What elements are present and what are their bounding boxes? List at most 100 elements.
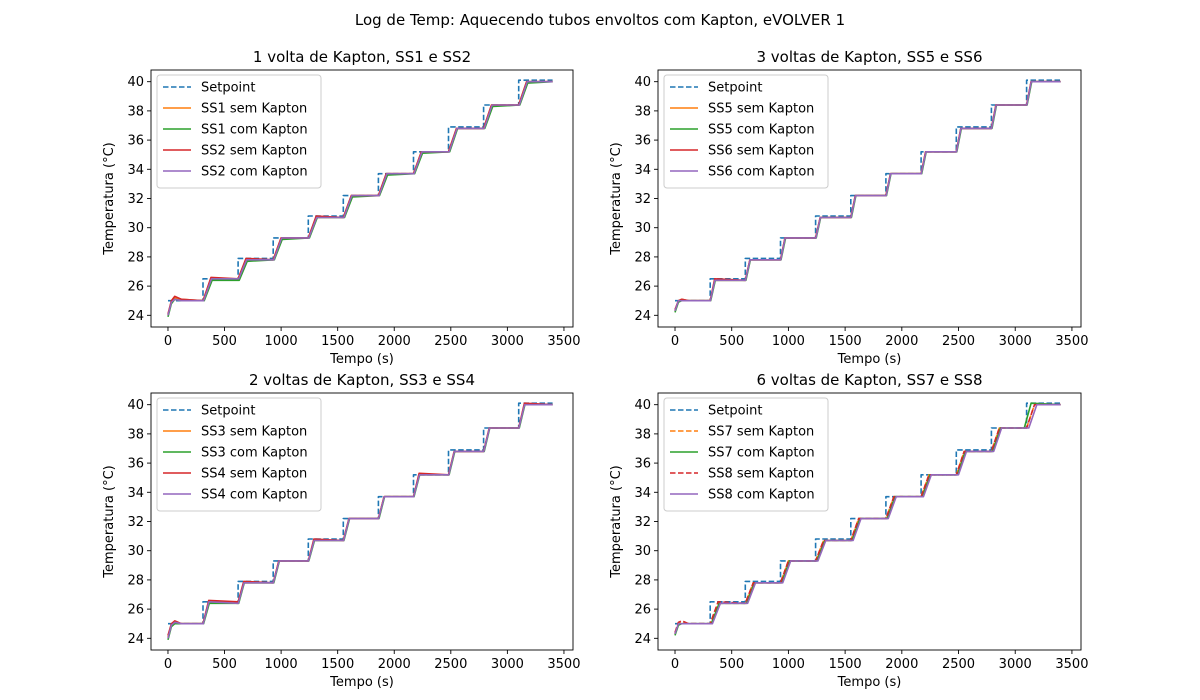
legend: Setpoint SS7 sem Kapton SS7 com Kapton SS8 …	[663, 397, 829, 512]
y-tick-label: 24	[127, 632, 144, 647]
x-tick-label: 3000	[999, 334, 1032, 349]
legend-label: SS5 sem Kapton	[708, 102, 814, 117]
legend-label: SS2 com Kapton	[201, 165, 308, 180]
y-tick-label: 28	[634, 250, 651, 265]
x-tick-label: 2000	[885, 657, 918, 672]
y-tick-label: 34	[127, 163, 144, 178]
x-axis-label: Tempo (s)	[837, 675, 902, 690]
x-tick-label: 1500	[829, 334, 862, 349]
y-tick-label: 28	[127, 250, 144, 265]
legend-label: Setpoint	[708, 404, 763, 419]
x-tick-label: 2000	[885, 334, 918, 349]
x-tick-label: 1000	[265, 657, 298, 672]
subplot-title: 1 volta de Kapton, SS1 e SS2	[253, 48, 471, 66]
x-tick-label: 0	[671, 334, 679, 349]
figure-suptitle: Log de Temp: Aquecendo tubos envoltos co…	[355, 11, 845, 29]
subplot-title: 3 voltas de Kapton, SS5 e SS6	[756, 48, 982, 66]
x-tick-label: 3000	[491, 334, 524, 349]
y-tick-label: 34	[127, 486, 144, 501]
y-tick-label: 24	[127, 309, 144, 324]
y-tick-label: 40	[634, 398, 651, 413]
y-tick-label: 32	[634, 192, 651, 207]
legend: Setpoint SS1 sem Kapton SS1 com Kapton SS2 …	[156, 74, 322, 189]
series-group	[674, 402, 1061, 636]
legend-label: SS2 sem Kapton	[201, 144, 307, 159]
x-tick-label: 1500	[829, 657, 862, 672]
legend-label: Setpoint	[201, 404, 256, 419]
y-tick-label: 28	[127, 573, 144, 588]
y-tick-label: 30	[634, 544, 651, 559]
x-tick-label: 500	[719, 334, 744, 349]
legend-label: SS4 com Kapton	[201, 488, 308, 503]
subplot-4: 0 500 1000 1500 2000 2500 3000 3500 24 26 28 30 32 34…	[609, 371, 1088, 690]
legend-label: SS1 com Kapton	[201, 123, 308, 138]
subplot-2: 0 500 1000 1500 2000 2500 3000 3500 24 26 28 30 32 34…	[609, 48, 1088, 367]
y-tick-label: 26	[127, 280, 144, 295]
y-tick-label: 28	[634, 573, 651, 588]
legend: Setpoint SS5 sem Kapton SS5 com Kapton SS6 …	[663, 74, 829, 189]
legend-label: SS3 sem Kapton	[201, 425, 307, 440]
y-tick-label: 26	[634, 280, 651, 295]
x-tick-label: 3500	[547, 334, 580, 349]
series-line-ss4-com-kapton	[167, 403, 553, 639]
legend-label: SS7 com Kapton	[708, 446, 815, 461]
y-tick-label: 38	[127, 427, 144, 442]
y-tick-label: 40	[634, 75, 651, 90]
subplot-grid: 0 500 1000 1500 2000 2500 3000 3500242628303234…	[102, 48, 1088, 690]
legend-box	[663, 397, 829, 512]
legend-box	[156, 74, 322, 189]
legend-label: Setpoint	[708, 81, 763, 96]
y-tick-label: 24	[634, 632, 651, 647]
subplot-3: 0 500 1000 1500 2000 2500 3000 3500 24 26 28 30 32 34…	[102, 371, 580, 690]
series-line-ss8-com-kapton	[674, 403, 1061, 635]
legend-label: SS1 sem Kapton	[201, 102, 307, 117]
y-tick-label: 36	[634, 134, 651, 149]
x-tick-label: 0	[671, 657, 679, 672]
legend-label: SS4 sem Kapton	[201, 467, 307, 482]
y-tick-label: 38	[127, 104, 144, 119]
legend-label: SS6 com Kapton	[708, 165, 815, 180]
y-tick-label: 32	[634, 515, 651, 530]
subplot-title: 6 voltas de Kapton, SS7 e SS8	[756, 371, 982, 389]
x-tick-label: 2000	[378, 657, 411, 672]
x-tick-label: 2500	[942, 657, 975, 672]
legend-label: SS7 sem Kapton	[708, 425, 814, 440]
x-tick-label: 0	[164, 334, 172, 349]
legend-label: SS8 sem Kapton	[708, 467, 814, 482]
y-axis-label: Temperatura (°C)	[609, 465, 624, 578]
y-tick-label: 36	[127, 134, 144, 149]
x-tick-label: 1500	[321, 657, 354, 672]
legend-box	[156, 397, 322, 512]
y-tick-label: 24	[634, 309, 651, 324]
series-line-ss2-com-kapton	[167, 80, 553, 316]
x-tick-label: 3500	[1055, 334, 1088, 349]
series-group	[674, 79, 1061, 313]
x-tick-label: 1000	[772, 334, 805, 349]
subplot-title: 2 voltas de Kapton, SS3 e SS4	[249, 371, 475, 389]
x-tick-label: 3500	[547, 657, 580, 672]
y-tick-label: 38	[634, 427, 651, 442]
x-axis-label: Tempo (s)	[329, 675, 394, 690]
y-tick-label: 26	[634, 603, 651, 618]
y-tick-label: 32	[127, 515, 144, 530]
legend-box	[663, 74, 829, 189]
y-tick-label: 34	[634, 163, 651, 178]
legend-label: SS6 sem Kapton	[708, 144, 814, 159]
x-tick-label: 0	[164, 657, 172, 672]
legend-label: SS8 com Kapton	[708, 488, 815, 503]
x-tick-label: 1500	[321, 334, 354, 349]
x-tick-label: 2000	[378, 334, 411, 349]
y-tick-label: 34	[634, 486, 651, 501]
x-tick-label: 3000	[491, 657, 524, 672]
series-group	[167, 79, 553, 317]
y-tick-label: 36	[127, 457, 144, 472]
y-tick-label: 30	[127, 544, 144, 559]
x-tick-label: 1000	[265, 334, 298, 349]
y-tick-label: 40	[127, 398, 144, 413]
x-tick-label: 2500	[942, 334, 975, 349]
legend-label: SS5 com Kapton	[708, 123, 815, 138]
x-tick-label: 1000	[772, 657, 805, 672]
series-group	[167, 402, 553, 640]
y-tick-label: 40	[127, 75, 144, 90]
x-tick-label: 500	[719, 657, 744, 672]
